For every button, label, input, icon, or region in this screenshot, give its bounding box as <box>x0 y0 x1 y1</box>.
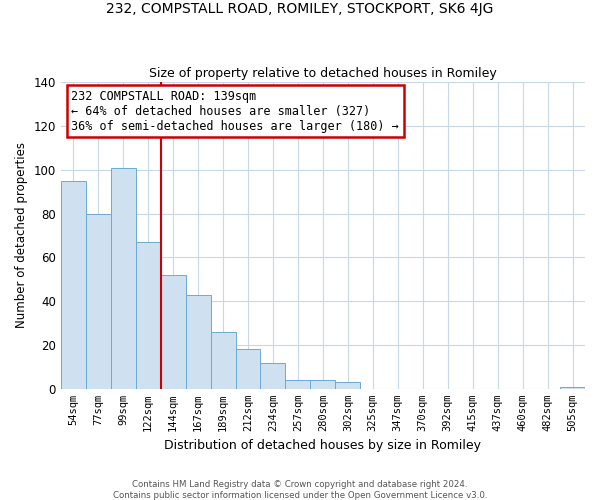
Bar <box>260 362 286 389</box>
Bar <box>185 294 211 389</box>
Bar <box>86 214 111 389</box>
Bar <box>310 380 335 389</box>
Bar <box>211 332 236 389</box>
Text: Contains HM Land Registry data © Crown copyright and database right 2024.
Contai: Contains HM Land Registry data © Crown c… <box>113 480 487 500</box>
Bar <box>161 275 185 389</box>
Bar <box>111 168 136 389</box>
Bar <box>335 382 361 389</box>
Text: 232, COMPSTALL ROAD, ROMILEY, STOCKPORT, SK6 4JG: 232, COMPSTALL ROAD, ROMILEY, STOCKPORT,… <box>106 2 494 16</box>
Text: 232 COMPSTALL ROAD: 139sqm
← 64% of detached houses are smaller (327)
36% of sem: 232 COMPSTALL ROAD: 139sqm ← 64% of deta… <box>71 90 399 132</box>
Bar <box>236 350 260 389</box>
Bar <box>560 386 585 389</box>
Bar <box>61 180 86 389</box>
Bar <box>136 242 161 389</box>
Title: Size of property relative to detached houses in Romiley: Size of property relative to detached ho… <box>149 66 497 80</box>
X-axis label: Distribution of detached houses by size in Romiley: Distribution of detached houses by size … <box>164 440 481 452</box>
Y-axis label: Number of detached properties: Number of detached properties <box>15 142 28 328</box>
Bar <box>286 380 310 389</box>
